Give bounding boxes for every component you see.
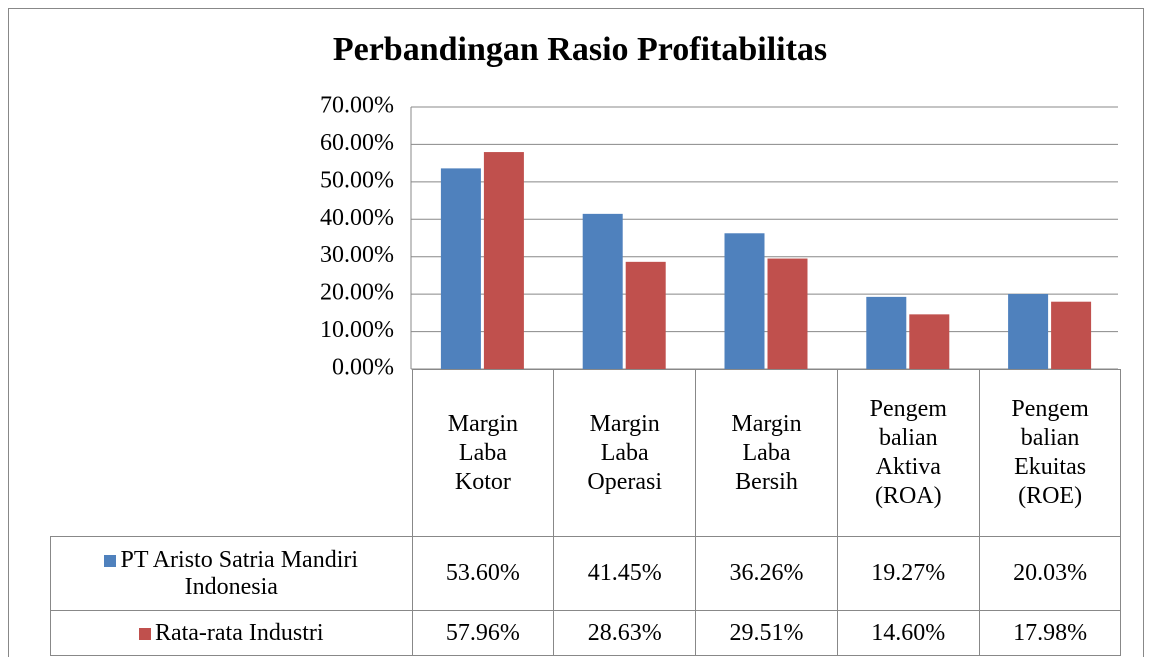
y-tick-label: 50.00% [320, 167, 394, 193]
bar [866, 296, 907, 369]
bar [1008, 294, 1049, 369]
x-tick-label: Margin Laba Operasi [553, 369, 697, 537]
bar [724, 233, 765, 369]
value-label: 41.45% [553, 536, 697, 611]
legend-cell: PT Aristo Satria Mandiri Indonesia [50, 536, 413, 611]
value-label: 14.60% [836, 610, 980, 656]
value-label: 53.60% [411, 536, 555, 611]
chart-frame [8, 8, 1144, 657]
legend-label: PT Aristo Satria Mandiri Indonesia [120, 546, 359, 600]
y-tick-label: 10.00% [320, 317, 394, 343]
bar [1051, 301, 1092, 369]
value-label: 57.96% [411, 610, 555, 656]
y-tick-label: 30.00% [320, 242, 394, 268]
value-label: 29.51% [695, 610, 838, 656]
y-tick-label: 40.00% [320, 205, 394, 231]
table-row: Rata-rata Industri 57.96% 28.63% 29.51% 14.6… [50, 610, 1122, 656]
y-tick-label: 70.00% [320, 93, 394, 119]
x-tick-label: Pengem balian Aktiva (ROA) [836, 369, 980, 537]
chart-title: Perbandingan Rasio Profitabilitas [333, 31, 827, 68]
bar [582, 213, 623, 369]
bar [767, 258, 808, 369]
y-tick-label: 20.00% [320, 280, 394, 306]
bar [909, 314, 950, 369]
x-tick-label: Margin Laba Kotor [411, 369, 555, 537]
y-tick-label: 60.00% [320, 130, 394, 156]
legend-marker [104, 554, 117, 567]
value-label: 36.26% [695, 536, 838, 611]
data-table: Margin Laba Kotor Margin Laba Operasi Marg… [50, 369, 1122, 656]
value-label: 17.98% [978, 610, 1122, 656]
value-label: 28.63% [553, 610, 697, 656]
bar [483, 152, 524, 369]
legend-label: Rata-rata Industri [154, 619, 324, 646]
table-row: PT Aristo Satria Mandiri Indonesia 53.60%… [50, 536, 1122, 611]
blank-cell [50, 369, 413, 537]
value-label: 20.03% [978, 536, 1122, 611]
x-tick-label: Margin Laba Bersih [695, 369, 838, 537]
value-label: 19.27% [836, 536, 980, 611]
bar [440, 168, 481, 369]
x-tick-label: Pengem balian Ekuitas (ROE) [978, 369, 1122, 537]
legend-cell: Rata-rata Industri [50, 610, 413, 656]
legend-marker [138, 627, 151, 640]
bar [625, 261, 666, 369]
